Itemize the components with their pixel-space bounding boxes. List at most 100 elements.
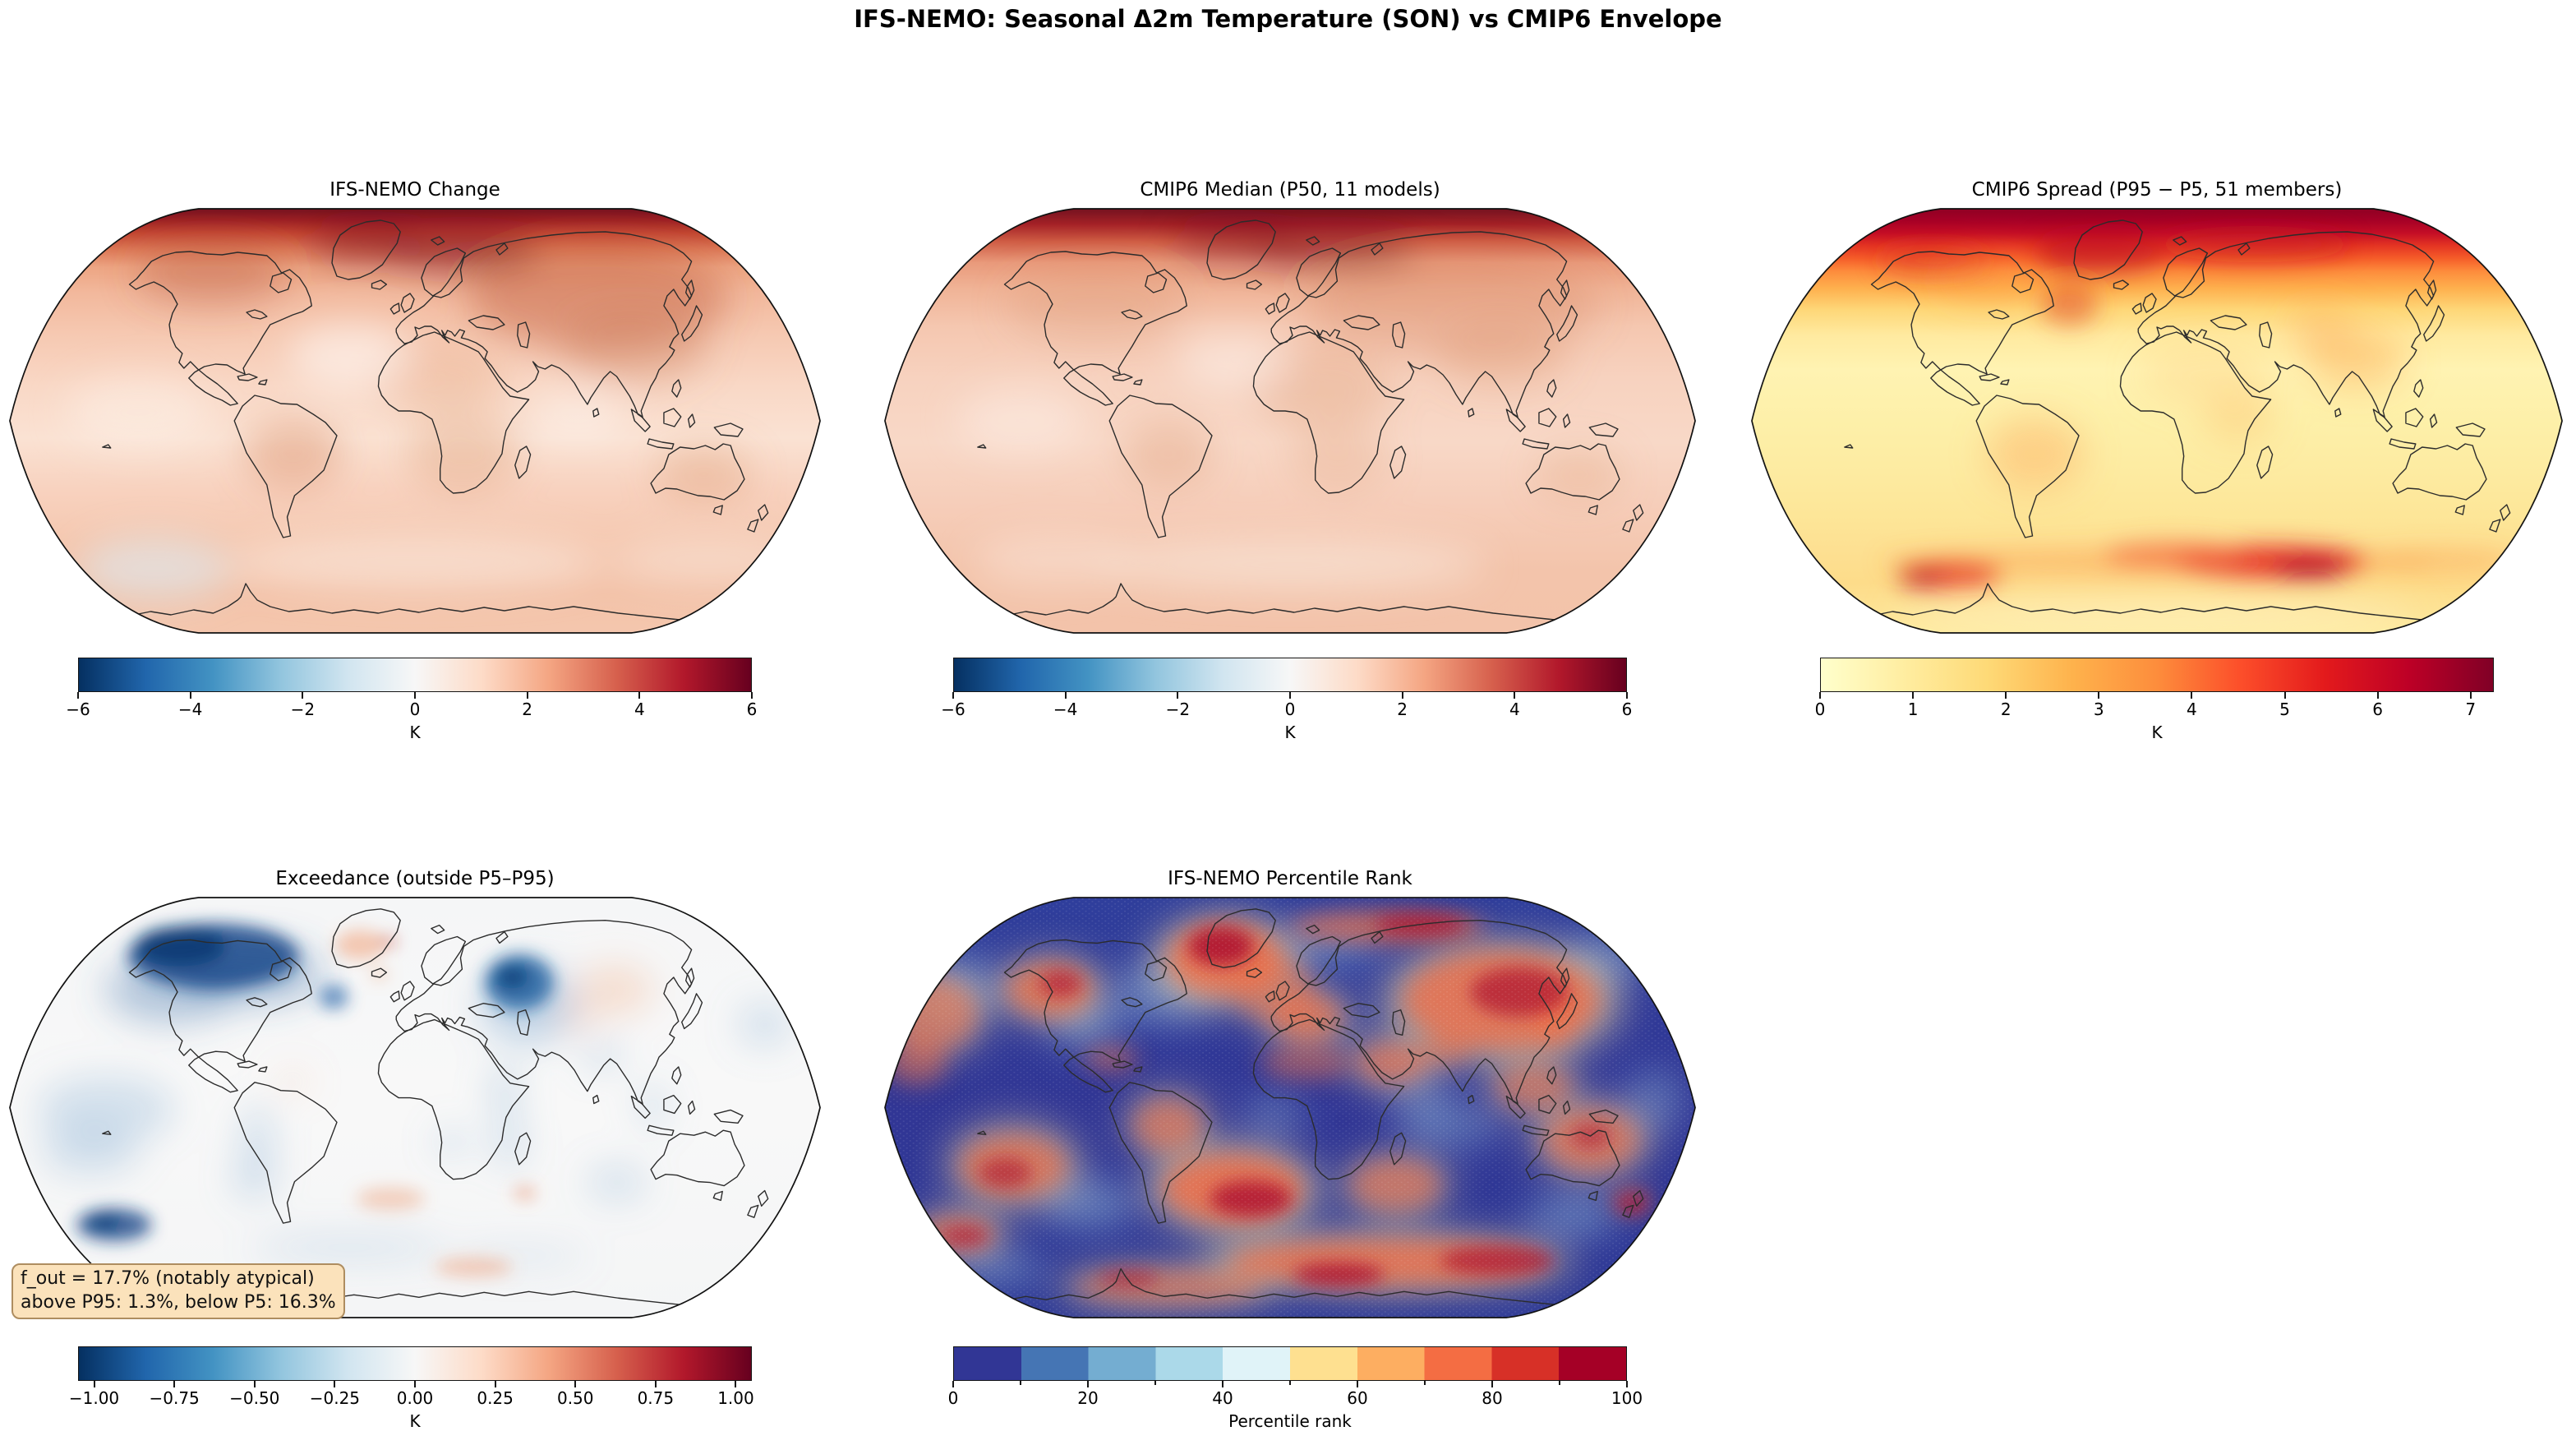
colorbar-tick-label: 2 (1397, 699, 1408, 719)
colorbar-tick-mark (952, 1381, 954, 1387)
colorbar-tick-mark (638, 692, 641, 699)
colorbar-ticks: −6 −4 −2 0 2 4 6 (66, 692, 757, 722)
colorbar-tick-label: 4 (2187, 699, 2197, 719)
colorbar-tick-label: 80 (1482, 1388, 1503, 1408)
colorbar-tick-label: −6 (941, 699, 965, 719)
colorbar-tick-mark (302, 692, 304, 699)
colorbar-tick-mark (253, 1381, 256, 1387)
colorbar-gradient (953, 658, 1627, 692)
colorbar-tick-label: −1.00 (68, 1388, 120, 1408)
colorbar-tick-label: 40 (1212, 1388, 1233, 1408)
panel-title-cmip6-median: CMIP6 Median (P50, 11 models) (1140, 179, 1440, 201)
colorbar-tick-label: 0 (947, 1388, 959, 1408)
panel-title-ifs-nemo-change: IFS-NEMO Change (329, 179, 500, 201)
colorbar-exceedance: −1.00 −0.75 −0.50 −0.25 0.00 0.25 0.50 0.75 1.00… (69, 1346, 754, 1431)
colorbar-ticks: −1.00 −0.75 −0.50 −0.25 0.00 0.25 0.50 0.75 1.00 (69, 1381, 754, 1410)
colorbar-tick-mark (414, 692, 416, 699)
colorbar-minor-tick-mark (1424, 1381, 1426, 1385)
colorbar-tick-label: 6 (746, 699, 758, 719)
colorbar-tick-mark (2283, 692, 2286, 699)
colorbar-tick-label: 0 (1814, 699, 1826, 719)
stats-annotation-line2: above P95: 1.3%, below P5: 16.3% (21, 1292, 336, 1313)
colorbar-tick-mark (751, 692, 753, 699)
colorbar-tick-mark (526, 692, 528, 699)
colorbar-percentile-rank: 0 20 40 60 80 100 Percentile rank (948, 1346, 1643, 1431)
colorbar-tick-mark (2469, 692, 2472, 699)
colorbar-gradient (78, 658, 752, 692)
colorbar-tick-mark (93, 1381, 95, 1387)
colorbar-gradient (953, 1346, 1627, 1381)
colorbar-tick-label: 6 (2372, 699, 2383, 719)
colorbar-tick-mark (1912, 692, 1915, 699)
colorbar-tick-label: −0.25 (309, 1388, 361, 1408)
panel-title-cmip6-spread: CMIP6 Spread (P95 − P5, 51 members) (1971, 179, 2343, 201)
colorbar-unit-label: K (409, 1411, 421, 1431)
colorbar-tick-label: 2 (522, 699, 533, 719)
panel-title-exceedance: Exceedance (outside P5–P95) (275, 868, 555, 889)
colorbar-ticks: 0 1 2 3 4 5 6 7 (1815, 692, 2494, 722)
colorbar-tick-mark (1626, 692, 1628, 699)
colorbar-tick-mark (189, 692, 191, 699)
colorbar-tick-mark (1357, 1381, 1358, 1387)
colorbar-tick-label: 0.25 (477, 1388, 514, 1408)
colorbar-tick-label: 1 (1907, 699, 1919, 719)
colorbar-tick-label: 0.75 (637, 1388, 675, 1408)
colorbar-unit-label: K (409, 722, 421, 742)
colorbar-tick-label: −4 (177, 699, 203, 719)
colorbar-tick-mark (1626, 1381, 1628, 1387)
map-exceedance (9, 897, 821, 1318)
colorbar-tick-label: 0.00 (396, 1388, 434, 1408)
colorbar-tick-label: 20 (1077, 1388, 1099, 1408)
colorbar-tick-mark (173, 1381, 176, 1387)
colorbar-tick-label: 0.50 (556, 1388, 594, 1408)
colorbar-tick-label: −2 (1165, 699, 1191, 719)
colorbar-tick-mark (77, 692, 79, 699)
colorbar-tick-label: 7 (2465, 699, 2477, 719)
colorbar-tick-mark (2098, 692, 2100, 699)
stats-annotation: f_out = 17.7% (notably atypical) above P… (12, 1263, 345, 1319)
colorbar-unit-label: Percentile rank (1228, 1411, 1352, 1431)
figure-title: IFS-NEMO: Seasonal Δ2m Temperature (SON)… (854, 5, 1722, 33)
colorbar-tick-label: 0 (1284, 699, 1296, 719)
map-ifs-nemo-change (9, 208, 821, 634)
colorbar-cmip6-spread: 0 1 2 3 4 5 6 7 K (1815, 658, 2494, 742)
colorbar-unit-label: K (2151, 722, 2163, 742)
map-percentile-rank (884, 897, 1696, 1318)
colorbar-tick-label: −2 (290, 699, 316, 719)
colorbar-tick-mark (952, 692, 954, 699)
colorbar-tick-label: −6 (66, 699, 90, 719)
stats-annotation-line1: f_out = 17.7% (notably atypical) (21, 1268, 315, 1289)
colorbar-tick-label: 60 (1347, 1388, 1368, 1408)
panel-title-percentile-rank: IFS-NEMO Percentile Rank (1168, 868, 1412, 889)
colorbar-tick-mark (1177, 692, 1179, 699)
colorbar-ticks: −6 −4 −2 0 2 4 6 (941, 692, 1632, 722)
colorbar-tick-label: 4 (634, 699, 645, 719)
colorbar-tick-mark (1514, 692, 1516, 699)
colorbar-tick-mark (334, 1381, 336, 1387)
colorbar-tick-mark (574, 1381, 577, 1387)
colorbar-tick-label: 4 (1509, 699, 1520, 719)
colorbar-tick-label: −4 (1053, 699, 1078, 719)
colorbar-tick-label: 100 (1611, 1388, 1643, 1408)
colorbar-gradient (1820, 658, 2494, 692)
colorbar-tick-mark (414, 1381, 416, 1387)
colorbar-tick-mark (1289, 692, 1291, 699)
colorbar-minor-tick-mark (1020, 1381, 1021, 1385)
colorbar-tick-mark (1222, 1381, 1223, 1387)
colorbar-tick-label: 1.00 (717, 1388, 754, 1408)
colorbar-minor-tick-mark (1559, 1381, 1560, 1385)
colorbar-tick-mark (1819, 692, 1821, 699)
colorbar-tick-mark (735, 1381, 737, 1387)
colorbar-gradient (78, 1346, 752, 1381)
colorbar-tick-label: 5 (2279, 699, 2290, 719)
colorbar-tick-label: −0.50 (229, 1388, 280, 1408)
colorbar-tick-mark (654, 1381, 657, 1387)
colorbar-tick-mark (1401, 692, 1403, 699)
colorbar-tick-label: −0.75 (149, 1388, 200, 1408)
colorbar-cmip6-median: −6 −4 −2 0 2 4 6 K (941, 658, 1632, 742)
colorbar-tick-mark (1064, 692, 1067, 699)
colorbar-tick-mark (2005, 692, 2007, 699)
colorbar-ticks: 0 20 40 60 80 100 (948, 1381, 1643, 1410)
colorbar-tick-mark (1491, 1381, 1493, 1387)
